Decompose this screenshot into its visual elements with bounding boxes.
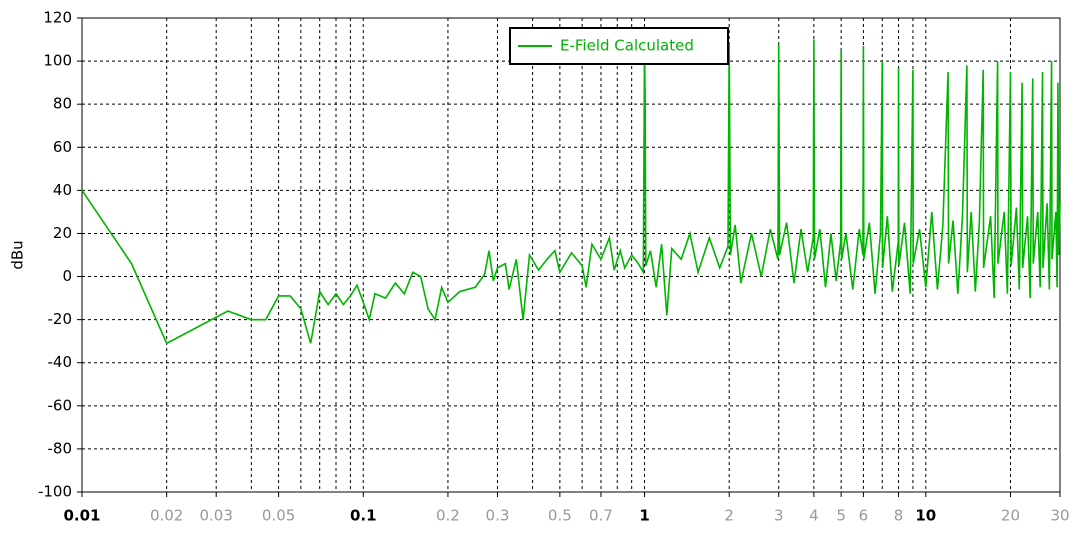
y-tick-label: -20 <box>48 310 73 328</box>
x-tick-label: 4 <box>809 507 819 525</box>
x-tick-label: 20 <box>1001 507 1020 525</box>
x-tick-label: 0.3 <box>486 507 510 525</box>
x-tick-label: 0.1 <box>350 507 377 525</box>
x-tick-label: 0.02 <box>150 507 183 525</box>
x-tick-label: 3 <box>774 507 784 525</box>
legend-label: E-Field Calculated <box>560 37 694 55</box>
x-tick-label: 1 <box>639 507 649 525</box>
x-tick-label: 6 <box>859 507 869 525</box>
x-tick-label: 0.5 <box>548 507 572 525</box>
x-tick-label: 0.05 <box>262 507 295 525</box>
y-tick-label: 20 <box>53 224 72 242</box>
y-tick-label: 0 <box>62 267 72 285</box>
y-axis-label: dBu <box>9 240 27 269</box>
x-tick-label: 0.01 <box>63 507 100 525</box>
x-tick-label: 2 <box>724 507 734 525</box>
x-tick-label: 0.7 <box>589 507 613 525</box>
x-tick-label: 30 <box>1050 507 1069 525</box>
y-tick-label: 40 <box>53 181 72 199</box>
y-tick-label: 120 <box>43 9 72 27</box>
x-tick-label: 8 <box>894 507 904 525</box>
x-tick-label: 0.2 <box>436 507 460 525</box>
y-tick-label: -60 <box>48 396 73 414</box>
x-tick-label: 5 <box>836 507 846 525</box>
series-line <box>81 39 1061 345</box>
y-tick-label: -40 <box>48 353 73 371</box>
y-tick-label: -80 <box>48 439 73 457</box>
plot-border <box>81 17 1061 493</box>
y-tick-label: 60 <box>53 138 72 156</box>
y-tick-label: -100 <box>38 483 72 501</box>
y-tick-label: 80 <box>53 95 72 113</box>
x-tick-label: 10 <box>915 507 936 525</box>
x-tick-label: 0.03 <box>199 507 232 525</box>
y-tick-label: 100 <box>43 52 72 70</box>
